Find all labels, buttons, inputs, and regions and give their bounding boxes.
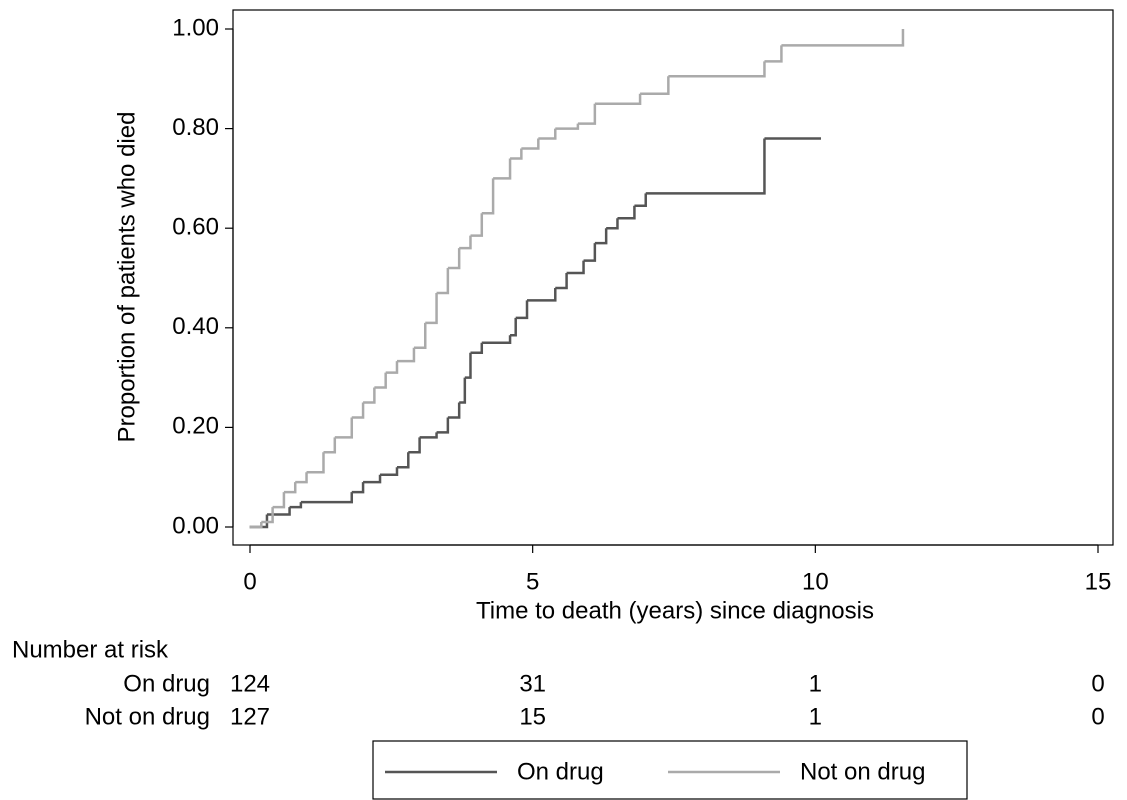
- risk-row-label: Not on drug: [85, 703, 210, 730]
- risk-value: 0: [1091, 703, 1104, 730]
- km-step: [283, 482, 297, 494]
- km-step: [436, 268, 450, 295]
- km-step: [419, 432, 438, 439]
- km-step: [250, 522, 263, 529]
- x-tick-label: 0: [243, 568, 256, 595]
- km-step: [764, 45, 783, 63]
- km-step: [289, 502, 303, 509]
- km-step: [295, 472, 308, 484]
- x-tick-label: 5: [526, 568, 539, 595]
- km-step: [374, 372, 387, 389]
- km-step: [555, 123, 580, 130]
- km-step: [594, 93, 642, 105]
- y-tick-label: 0.20: [172, 413, 219, 440]
- km-step: [436, 417, 450, 434]
- legend-label: On drug: [517, 758, 604, 785]
- risk-value: 31: [519, 670, 546, 697]
- km-step: [555, 273, 568, 290]
- km-step: [470, 213, 484, 237]
- km-step: [606, 218, 619, 230]
- risk-value: 127: [230, 703, 270, 730]
- km-step: [266, 507, 291, 516]
- km-step: [363, 387, 376, 404]
- plot-frame: [232, 9, 1114, 546]
- risk-value: 124: [230, 670, 270, 697]
- km-step: [334, 417, 354, 439]
- legend-box: [372, 740, 968, 800]
- km-step: [363, 474, 382, 484]
- km-step: [583, 243, 597, 262]
- km-step: [351, 402, 365, 419]
- km-step: [510, 317, 517, 337]
- km-step: [515, 300, 529, 320]
- km-step: [481, 178, 495, 215]
- km-step: [470, 342, 484, 354]
- km-step: [413, 322, 427, 349]
- legend-label: Not on drug: [800, 758, 925, 785]
- km-step: [425, 292, 438, 325]
- km-step: [447, 248, 461, 270]
- km-step: [323, 437, 337, 454]
- km-step: [396, 452, 410, 469]
- km-step: [617, 205, 636, 220]
- risk-value: 0: [1091, 670, 1104, 697]
- y-tick-label: 0.40: [172, 313, 219, 340]
- x-axis-label: Time to death (years) since diagnosis: [476, 597, 874, 624]
- y-tick-label: 0.80: [172, 114, 219, 141]
- km-step: [447, 402, 461, 419]
- km-step: [464, 352, 472, 379]
- km-step: [380, 467, 399, 476]
- km-step: [261, 507, 274, 524]
- x-tick-label: 15: [1085, 568, 1112, 595]
- km-step: [510, 148, 523, 160]
- y-tick-label: 0.00: [172, 512, 219, 539]
- km-step: [481, 335, 512, 344]
- km-step: [538, 128, 557, 140]
- km-step: [272, 492, 286, 509]
- km-step: [781, 29, 905, 47]
- km-step: [385, 361, 399, 374]
- km-step: [300, 492, 354, 504]
- km-step: [306, 452, 325, 474]
- km-step: [634, 193, 647, 208]
- km-step: [521, 138, 540, 150]
- y-tick-label: 1.00: [172, 14, 219, 41]
- km-step: [408, 437, 421, 454]
- km-step: [668, 61, 766, 78]
- x-tick-label: 10: [802, 568, 829, 595]
- km-step: [577, 103, 597, 125]
- risk-value: 15: [519, 703, 546, 730]
- y-tick-label: 0.60: [172, 214, 219, 241]
- km-step: [493, 158, 512, 180]
- km-step: [527, 287, 557, 302]
- km-step: [645, 138, 766, 195]
- y-axis-label: Proportion of patients who died: [113, 112, 140, 443]
- km-step: [351, 482, 365, 494]
- km-step: [640, 76, 670, 95]
- km-step: [459, 235, 472, 250]
- risk-row-label: On drug: [123, 670, 210, 697]
- km-step: [566, 260, 585, 275]
- risk-value: 1: [809, 703, 822, 730]
- km-step: [594, 228, 608, 245]
- risk-table-title: Number at risk: [12, 636, 169, 663]
- risk-value: 1: [809, 670, 822, 697]
- km-step: [459, 377, 467, 404]
- km-step: [396, 347, 416, 363]
